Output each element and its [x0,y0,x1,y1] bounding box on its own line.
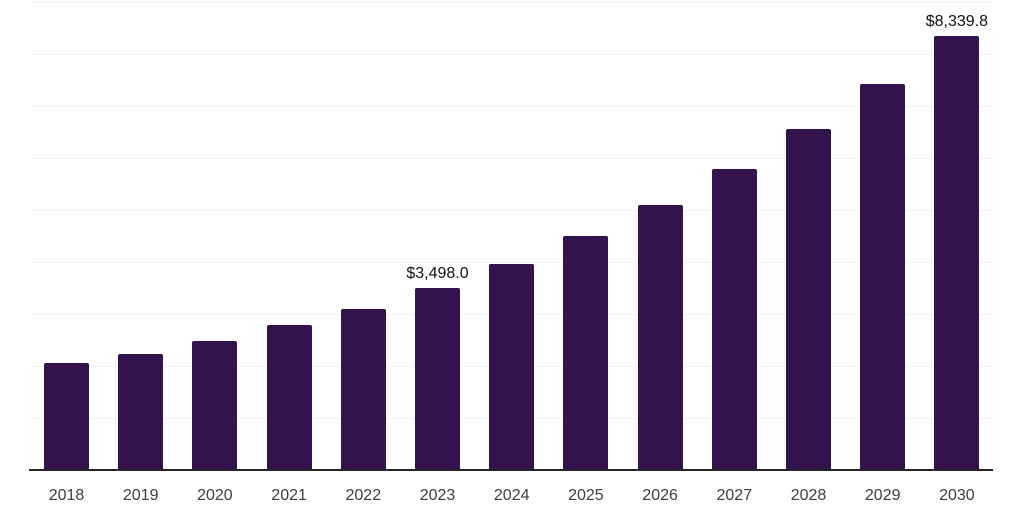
bar-2025 [563,236,609,470]
x-axis-line [29,469,993,471]
x-tick-label-2020: 2020 [197,487,233,504]
x-tick-label-2028: 2028 [790,487,827,504]
x-tick-label-2030: 2030 [939,487,975,504]
x-tick-label-2022: 2022 [345,487,382,504]
bar-2030 [934,36,980,470]
x-tick-label-2029: 2029 [864,487,901,504]
x-tick-label-2019: 2019 [122,487,159,504]
gridline [29,2,993,3]
bar-2029 [860,83,906,470]
bar-2024 [489,264,535,470]
x-tick-label-2018: 2018 [48,487,85,504]
bar-2026 [637,204,683,470]
bar-2021 [266,325,312,470]
x-tick-label-2027: 2027 [716,487,753,504]
bar-2023 [415,288,460,470]
data-label-2030: $8,339.8 [925,12,989,30]
gridline [29,106,993,107]
gridline [29,262,993,263]
x-tick-label-2023: 2023 [419,487,456,504]
plot-area: $3,498.0 $8,339.8 [29,2,993,471]
x-tick-label-2025: 2025 [568,487,604,504]
data-label-2023: $3,498.0 [406,264,469,282]
bar-2019 [118,353,164,470]
bar-2028 [786,129,831,470]
gridline [29,158,993,159]
gridline [29,210,993,211]
x-tick-label-2026: 2026 [642,487,678,504]
bar-2027 [711,169,757,470]
x-tick-label-2024: 2024 [493,487,530,504]
gridline [29,54,993,55]
bar-2022 [340,308,386,470]
x-tick-label-2021: 2021 [271,487,307,504]
bar-2020 [192,340,238,470]
bar-2018 [44,362,89,470]
